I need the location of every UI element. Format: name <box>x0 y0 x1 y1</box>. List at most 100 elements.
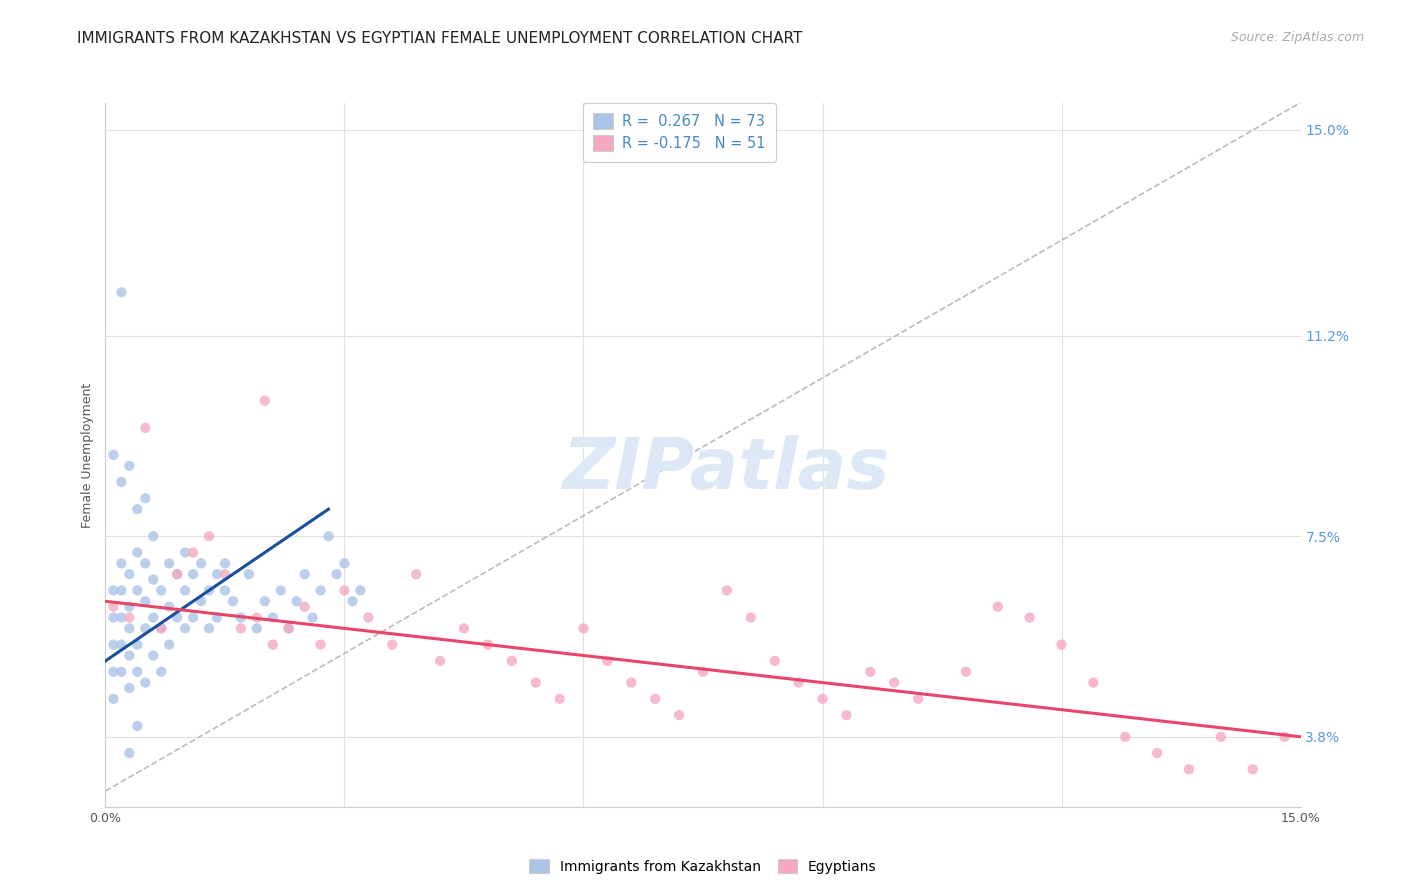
Point <box>859 665 882 679</box>
Point <box>181 567 204 582</box>
Point <box>318 529 340 543</box>
Point <box>238 567 260 582</box>
Point <box>181 610 204 624</box>
Point <box>127 583 149 598</box>
Point <box>1146 746 1168 760</box>
Point <box>907 691 929 706</box>
Point <box>174 621 197 635</box>
Point <box>262 638 284 652</box>
Point <box>127 665 149 679</box>
Point <box>222 594 245 608</box>
Point <box>453 621 475 635</box>
Point <box>357 610 380 624</box>
Point <box>110 665 132 679</box>
Point <box>166 610 188 624</box>
Point <box>110 583 132 598</box>
Point <box>1241 762 1264 776</box>
Point <box>110 285 132 300</box>
Point <box>118 599 141 614</box>
Point <box>142 648 165 663</box>
Point <box>198 529 221 543</box>
Point <box>181 545 204 559</box>
Point <box>325 567 347 582</box>
Point <box>955 665 977 679</box>
Point <box>253 393 276 408</box>
Point <box>205 610 228 624</box>
Point <box>142 573 165 587</box>
Point <box>118 458 141 473</box>
Point <box>270 583 292 598</box>
Point <box>110 638 132 652</box>
Point <box>157 599 180 614</box>
Y-axis label: Female Unemployment: Female Unemployment <box>82 383 94 527</box>
Point <box>214 583 236 598</box>
Point <box>127 638 149 652</box>
Point <box>118 648 141 663</box>
Point <box>134 594 156 608</box>
Point <box>253 594 276 608</box>
Point <box>1209 730 1232 744</box>
Point <box>103 448 125 462</box>
Point <box>835 708 858 723</box>
Point <box>716 583 738 598</box>
Point <box>294 599 316 614</box>
Point <box>190 594 212 608</box>
Point <box>166 567 188 582</box>
Point <box>134 557 156 571</box>
Point <box>987 599 1010 614</box>
Point <box>787 675 810 690</box>
Point <box>118 621 141 635</box>
Point <box>174 583 197 598</box>
Point <box>644 691 666 706</box>
Point <box>118 567 141 582</box>
Point <box>150 621 173 635</box>
Point <box>103 638 125 652</box>
Text: IMMIGRANTS FROM KAZAKHSTAN VS EGYPTIAN FEMALE UNEMPLOYMENT CORRELATION CHART: IMMIGRANTS FROM KAZAKHSTAN VS EGYPTIAN F… <box>77 31 803 46</box>
Point <box>157 557 180 571</box>
Point <box>134 491 156 506</box>
Point <box>501 654 523 668</box>
Point <box>118 610 141 624</box>
Point <box>229 610 252 624</box>
Point <box>429 654 451 668</box>
Point <box>150 621 173 635</box>
Point <box>309 638 332 652</box>
Point <box>174 545 197 559</box>
Point <box>134 675 156 690</box>
Point <box>692 665 714 679</box>
Point <box>349 583 371 598</box>
Point <box>118 746 141 760</box>
Point <box>103 691 125 706</box>
Point <box>548 691 571 706</box>
Point <box>1274 730 1296 744</box>
Legend: Immigrants from Kazakhstan, Egyptians: Immigrants from Kazakhstan, Egyptians <box>523 852 883 880</box>
Point <box>110 557 132 571</box>
Point <box>110 610 132 624</box>
Point <box>1178 762 1201 776</box>
Point <box>262 610 284 624</box>
Point <box>285 594 308 608</box>
Point <box>277 621 299 635</box>
Point <box>198 621 221 635</box>
Point <box>127 719 149 733</box>
Point <box>103 610 125 624</box>
Point <box>205 567 228 582</box>
Point <box>142 610 165 624</box>
Point <box>103 665 125 679</box>
Point <box>198 583 221 598</box>
Point <box>103 599 125 614</box>
Point <box>1018 610 1040 624</box>
Point <box>190 557 212 571</box>
Point <box>277 621 299 635</box>
Point <box>127 545 149 559</box>
Point <box>405 567 427 582</box>
Point <box>1083 675 1105 690</box>
Point <box>294 567 316 582</box>
Point <box>214 557 236 571</box>
Point <box>342 594 364 608</box>
Point <box>381 638 404 652</box>
Point <box>157 638 180 652</box>
Point <box>214 567 236 582</box>
Point <box>740 610 762 624</box>
Point <box>118 681 141 695</box>
